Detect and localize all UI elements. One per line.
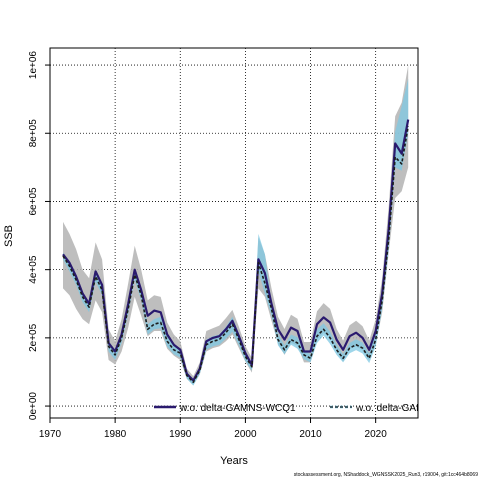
y-axis: 0e+00 2e+05 4e+05 6e+05 8e+05 1e+06	[28, 51, 50, 421]
y-tick-label: 6e+05	[28, 187, 39, 216]
legend: w.o. delta-GAMNS-WCQ1 w.o. delta-GAI	[154, 403, 419, 414]
grid-lines	[49, 48, 418, 418]
series-line-2	[62, 126, 409, 384]
y-tick-label: 1e+06	[28, 51, 39, 80]
y-tick-label: 2e+05	[28, 323, 39, 352]
x-tick-label: 1990	[169, 429, 192, 440]
series-lines	[62, 119, 410, 384]
y-tick-label: 4e+05	[28, 255, 39, 284]
x-tick-label: 2000	[234, 429, 257, 440]
y-tick-label: 0e+00	[28, 392, 39, 421]
plot-frame	[49, 47, 419, 419]
y-axis-title: SSB	[3, 225, 15, 247]
x-tick-label: 1980	[104, 429, 127, 440]
x-tick-label: 2010	[299, 429, 322, 440]
confidence-bands	[63, 65, 409, 386]
confidence-band-series-1	[63, 65, 409, 385]
x-tick-label: 1970	[39, 429, 62, 440]
series-line-1	[62, 119, 410, 382]
x-tick-label: 2020	[365, 429, 388, 440]
legend-label: w.o. delta-GAI	[355, 403, 419, 414]
y-tick-label: 8e+05	[28, 119, 39, 148]
x-axis: 1970 1980 1990 2000 2010 2020	[39, 418, 387, 440]
legend-label: w.o. delta-GAMNS-WCQ1	[179, 403, 296, 414]
x-axis-title: Years	[220, 455, 248, 467]
footer-source-text: stockassessment.org, NShaddock_WGNSSK202…	[293, 472, 478, 478]
